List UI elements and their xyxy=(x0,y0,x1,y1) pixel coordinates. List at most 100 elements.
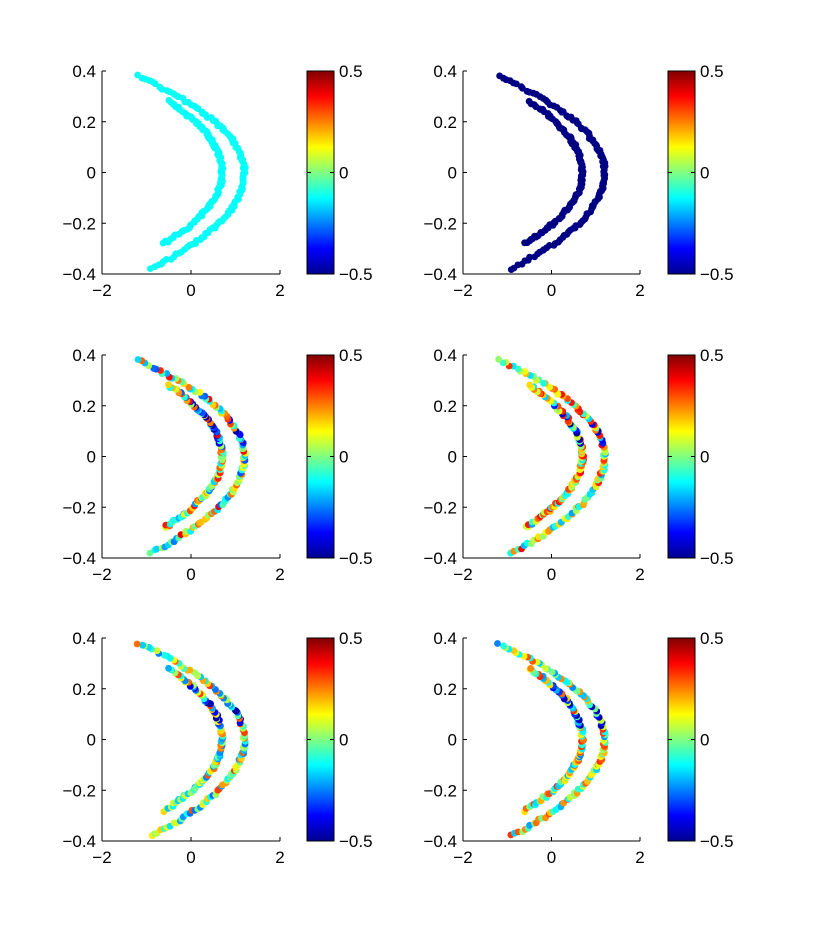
scatter-points xyxy=(134,356,249,557)
x-tick-label: −2 xyxy=(92,848,111,867)
x-tick-label: 0 xyxy=(547,848,556,867)
y-tick-label: −0.4 xyxy=(62,832,96,851)
data-point xyxy=(134,71,142,79)
y-tick-label: 0.2 xyxy=(433,397,457,416)
colorbar-gradient xyxy=(667,637,696,842)
colorbar-tick-label: −0.5 xyxy=(339,265,373,284)
colorbar-tick-label: −0.5 xyxy=(700,832,734,851)
data-point xyxy=(496,72,503,80)
data-point xyxy=(163,370,171,377)
y-tick-label: −0.4 xyxy=(62,549,96,568)
y-tick-label: −0.4 xyxy=(423,265,457,284)
panel-bottom-right: −2 0 2 0.4 0.2 0 −0.2 −0.4 0.5 0 −0.5 xyxy=(423,629,733,867)
colorbar-tick-label: 0.5 xyxy=(700,62,724,81)
data-point xyxy=(139,641,147,649)
data-point xyxy=(165,664,172,672)
y-tick-label: −0.2 xyxy=(62,781,96,800)
y-tick-label: 0.4 xyxy=(72,629,96,648)
y-tick-label: 0 xyxy=(448,731,457,750)
data-point xyxy=(146,549,154,557)
x-tick-label: 0 xyxy=(547,565,556,584)
scatter-points xyxy=(496,72,609,273)
scatter-points xyxy=(134,71,249,272)
x-tick-label: 2 xyxy=(275,848,284,867)
data-point xyxy=(153,545,161,553)
y-tick-label: 0.4 xyxy=(433,62,457,81)
data-point xyxy=(165,96,173,104)
y-tick-label: −0.2 xyxy=(62,214,96,233)
colorbar-tick-label: −0.5 xyxy=(339,832,373,851)
y-tick-label: −0.4 xyxy=(423,832,457,851)
data-point xyxy=(185,384,193,391)
x-tick-label: −2 xyxy=(92,565,111,584)
data-point xyxy=(160,651,168,659)
scatter-points xyxy=(494,640,609,839)
y-tick-label: 0 xyxy=(448,448,457,467)
data-point xyxy=(526,253,533,261)
colorbar-gradient xyxy=(306,70,335,275)
scatter-points xyxy=(133,640,249,840)
colorbar-tick-label: 0 xyxy=(700,448,709,467)
scatter-points xyxy=(495,355,609,557)
y-tick-label: 0.4 xyxy=(433,346,457,365)
y-tick-label: 0 xyxy=(87,164,96,183)
y-tick-label: 0.2 xyxy=(72,397,96,416)
colorbar-tick-label: −0.5 xyxy=(339,549,373,568)
x-tick-label: 2 xyxy=(275,565,284,584)
data-point xyxy=(527,665,535,672)
panel-bottom-left: −2 0 2 0.4 0.2 0 −0.2 −0.4 0.5 0 −0.5 xyxy=(62,629,372,867)
panel-top-left: −2 0 2 0.4 0.2 0 −0.2 −0.4 0.5 0 −0.5 xyxy=(62,62,372,300)
colorbar-tick-label: 0 xyxy=(700,731,709,750)
colorbar-tick-label: 0 xyxy=(339,164,348,183)
colorbar: 0.5 0 −0.5 xyxy=(306,62,373,284)
colorbar-tick-label: 0.5 xyxy=(700,629,724,648)
y-tick-label: −0.2 xyxy=(423,214,457,233)
data-point xyxy=(165,381,172,389)
y-tick-label: 0 xyxy=(87,448,96,467)
y-tick-label: 0.4 xyxy=(72,62,96,81)
data-point xyxy=(133,640,141,648)
colorbar: 0.5 0 −0.5 xyxy=(667,629,734,851)
data-point xyxy=(526,381,534,389)
colorbar-gradient xyxy=(667,354,696,559)
colorbar-tick-label: 0.5 xyxy=(700,346,724,365)
x-tick-label: 2 xyxy=(275,281,284,300)
data-point xyxy=(163,256,170,263)
y-tick-label: −0.2 xyxy=(423,781,457,800)
data-point xyxy=(525,97,533,105)
x-tick-label: 0 xyxy=(186,281,195,300)
x-tick-label: 2 xyxy=(635,848,644,867)
x-tick-label: −2 xyxy=(453,565,472,584)
colorbar: 0.5 0 −0.5 xyxy=(667,346,734,568)
y-tick-label: 0 xyxy=(448,164,457,183)
data-point xyxy=(134,356,142,363)
x-tick-label: 0 xyxy=(186,565,195,584)
colorbar-tick-label: 0.5 xyxy=(339,629,363,648)
data-point xyxy=(540,379,547,387)
data-point xyxy=(153,647,161,655)
y-tick-label: −0.2 xyxy=(423,498,457,517)
data-point xyxy=(163,87,171,94)
panel-middle-left: −2 0 2 0.4 0.2 0 −0.2 −0.4 0.5 0 −0.5 xyxy=(62,346,372,584)
colorbar-tick-label: 0.5 xyxy=(339,62,363,81)
y-tick-label: 0.2 xyxy=(433,680,457,699)
colorbar: 0.5 0 −0.5 xyxy=(306,346,373,568)
colorbar-gradient xyxy=(306,354,335,559)
y-tick-label: 0.2 xyxy=(433,113,457,132)
colorbar-gradient xyxy=(667,70,696,275)
x-tick-label: 0 xyxy=(186,848,195,867)
colorbar-tick-label: −0.5 xyxy=(700,265,734,284)
x-tick-label: −2 xyxy=(92,281,111,300)
x-tick-label: 2 xyxy=(635,565,644,584)
y-tick-label: −0.4 xyxy=(423,549,457,568)
y-tick-label: −0.4 xyxy=(62,265,96,284)
y-tick-label: −0.2 xyxy=(62,498,96,517)
y-tick-label: 0 xyxy=(87,731,96,750)
colorbar-gradient xyxy=(306,637,335,842)
panel-top-right: −2 0 2 0.4 0.2 0 −0.2 −0.4 0.5 0 −0.5 xyxy=(423,62,733,300)
data-point xyxy=(182,527,190,535)
x-tick-label: 2 xyxy=(635,281,644,300)
colorbar-tick-label: −0.5 xyxy=(700,549,734,568)
data-point xyxy=(494,640,501,647)
y-tick-label: 0.4 xyxy=(433,629,457,648)
